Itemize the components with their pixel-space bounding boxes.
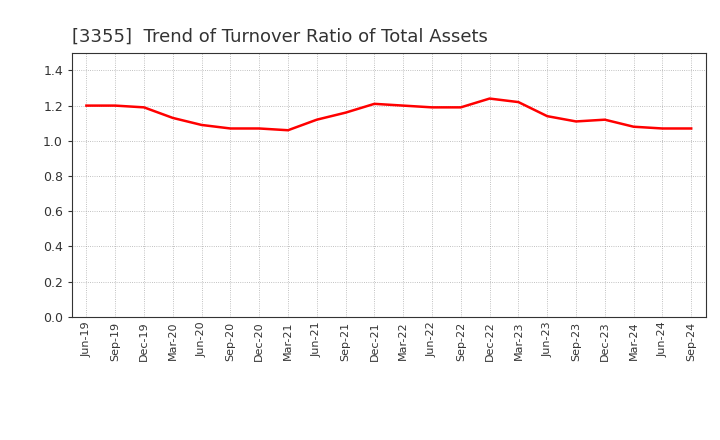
- Text: [3355]  Trend of Turnover Ratio of Total Assets: [3355] Trend of Turnover Ratio of Total …: [72, 28, 488, 46]
